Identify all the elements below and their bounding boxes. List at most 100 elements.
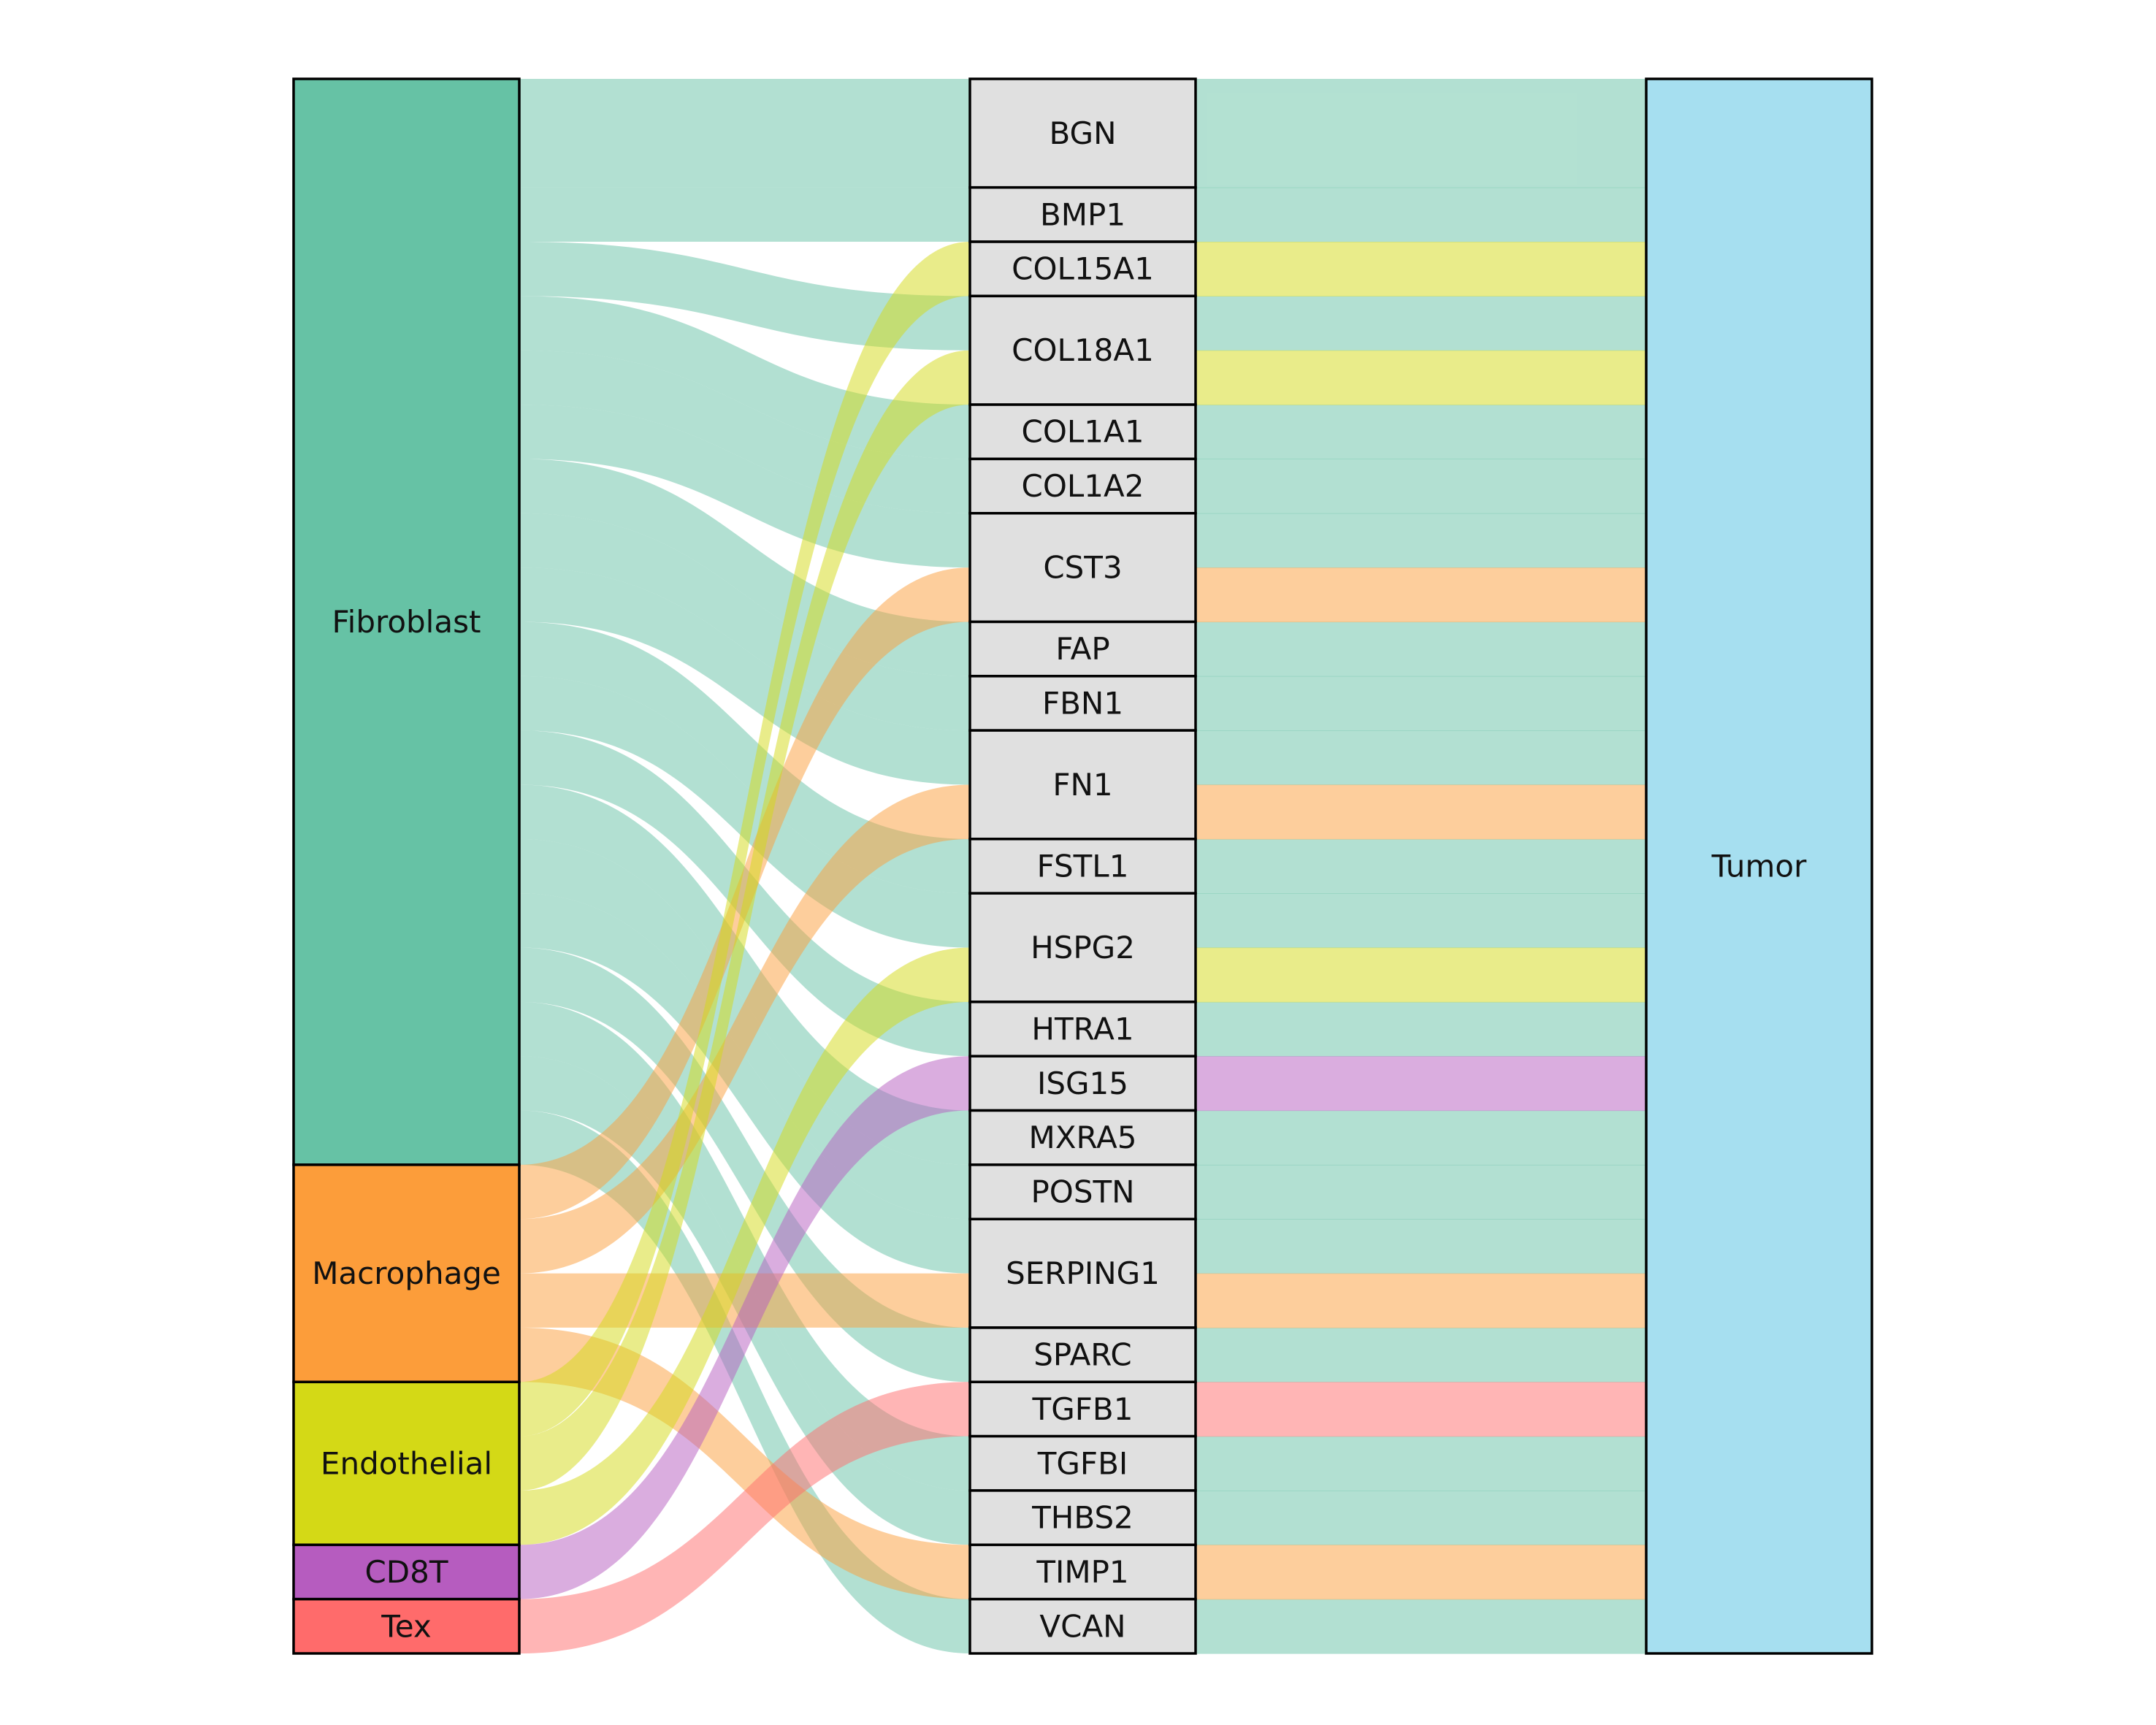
- node-tex-label: Tex: [381, 1608, 431, 1644]
- flow-col18a1-tumor-fibroblast: [1196, 296, 1646, 351]
- node-postn-box: [968, 1163, 1197, 1220]
- flow-fibroblast-vcan: [519, 1110, 970, 1653]
- flow-tex-tgfb1: [519, 1382, 970, 1653]
- flow-postn-tumor-fibroblast: [1196, 1164, 1646, 1220]
- node-col1a2-label: COL1A2: [1022, 468, 1144, 504]
- node-fap-label: FAP: [1055, 631, 1109, 667]
- node-timp1-label: TIMP1: [1036, 1554, 1128, 1590]
- node-fstl1: FSTL1: [968, 838, 1197, 895]
- node-hspg2-box: [968, 892, 1197, 1003]
- node-thbs2: THBS2: [968, 1489, 1197, 1547]
- node-tumor-label: Tumor: [1711, 849, 1808, 884]
- node-col18a1-box: [968, 294, 1197, 406]
- node-cd8t-box: [292, 1543, 521, 1601]
- flow-serping1-tumor-fibroblast: [1196, 1219, 1646, 1274]
- node-col1a1-box: [968, 403, 1197, 461]
- flow-cst3-tumor-fibroblast: [1196, 513, 1646, 568]
- node-fstl1-label: FSTL1: [1037, 849, 1129, 884]
- node-vcan-label: VCAN: [1039, 1608, 1125, 1644]
- flow-macrophage-fn1: [519, 784, 970, 1274]
- node-hspg2-label: HSPG2: [1031, 930, 1135, 965]
- flow-htra1-tumor-fibroblast: [1196, 1001, 1646, 1057]
- flow-thbs2-tumor-fibroblast: [1196, 1490, 1646, 1545]
- node-isg15: ISG15: [968, 1055, 1197, 1112]
- node-fbn1-box: [968, 675, 1197, 732]
- flow-isg15-tumor-cd8t: [1196, 1056, 1646, 1112]
- node-col18a1-label: COL18A1: [1012, 332, 1154, 368]
- flow-fibroblast-mxra5: [519, 784, 970, 1165]
- node-col1a2: COL1A2: [968, 457, 1197, 515]
- flow-endothelial-hspg2: [519, 947, 970, 1545]
- flow-vcan-tumor-fibroblast: [1196, 1599, 1646, 1654]
- node-mxra5-label: MXRA5: [1029, 1120, 1137, 1155]
- flow-serping1-tumor-macrophage: [1196, 1273, 1646, 1328]
- flow-fn1-tumor-macrophage: [1196, 784, 1646, 840]
- flow-bmp1-tumor-fibroblast: [1196, 187, 1646, 242]
- node-tgfb1-label: TGFB1: [1032, 1391, 1134, 1427]
- node-cd8t-label: CD8T: [364, 1554, 448, 1590]
- node-col15a1-label: COL15A1: [1012, 251, 1154, 287]
- node-fap: FAP: [968, 620, 1197, 678]
- flow-endothelial-col18a1: [519, 350, 970, 1491]
- flow-macrophage-cst3: [519, 567, 970, 1220]
- node-tumor: Tumor: [1645, 77, 1873, 1655]
- nodes: Fibroblast Macrophage Endothelial CD8T Tex BG…: [292, 77, 1873, 1655]
- node-bmp1-label: BMP1: [1040, 196, 1125, 232]
- node-fibroblast-label: Fibroblast: [332, 604, 481, 640]
- node-fbn1: FBN1: [968, 675, 1197, 732]
- flows-source-to-gene: [519, 79, 970, 1653]
- node-tex-box: [292, 1597, 521, 1655]
- node-tgfb1: TGFB1: [968, 1380, 1197, 1438]
- node-timp1: TIMP1: [968, 1543, 1197, 1601]
- flow-bgn-tumor-fibroblast: [1196, 79, 1646, 188]
- node-bmp1-box: [968, 185, 1197, 243]
- flow-endothelial-col15a1: [519, 242, 970, 1437]
- flow-sparc-tumor-fibroblast: [1196, 1327, 1646, 1382]
- node-cst3-label: CST3: [1043, 550, 1122, 586]
- flow-fibroblast-sparc: [519, 947, 970, 1382]
- flow-fibroblast-fap: [519, 459, 970, 676]
- node-mxra5: MXRA5: [968, 1109, 1197, 1166]
- node-isg15-box: [968, 1055, 1197, 1112]
- flow-fn1-tumor-fibroblast: [1196, 730, 1646, 786]
- flow-fibroblast-fstl1: [519, 621, 970, 894]
- node-bgn: BGN: [968, 77, 1197, 189]
- flow-fibroblast-bgn: [519, 79, 970, 188]
- node-htra1: HTRA1: [968, 1001, 1197, 1057]
- node-thbs2-box: [968, 1489, 1197, 1547]
- node-col18a1: COL18A1: [968, 294, 1197, 406]
- node-fn1-box: [968, 729, 1197, 841]
- flow-macrophage-timp1: [519, 1327, 970, 1599]
- node-postn: POSTN: [968, 1163, 1197, 1220]
- node-vcan: VCAN: [968, 1597, 1197, 1655]
- flow-col15a1-tumor-endothelial: [1196, 242, 1646, 297]
- flow-cst3-tumor-macrophage: [1196, 567, 1646, 623]
- flow-col1a1-tumor-fibroblast: [1196, 405, 1646, 460]
- node-macrophage: Macrophage: [292, 1163, 521, 1384]
- node-bgn-label: BGN: [1049, 115, 1116, 151]
- node-vcan-box: [968, 1597, 1197, 1655]
- flow-tgfbi-tumor-fibroblast: [1196, 1436, 1646, 1491]
- node-bgn-box: [968, 77, 1197, 189]
- node-serping1: SERPING1: [968, 1217, 1197, 1329]
- flow-fibroblast-bmp1: [519, 187, 970, 242]
- node-sparc-label: SPARC: [1033, 1337, 1131, 1373]
- node-tex: Tex: [292, 1597, 521, 1655]
- flow-fibroblast-col1a1: [519, 296, 970, 459]
- flow-mxra5-tumor-fibroblast: [1196, 1110, 1646, 1166]
- node-sparc: SPARC: [968, 1326, 1197, 1384]
- flow-col1a2-tumor-fibroblast: [1196, 459, 1646, 514]
- node-isg15-label: ISG15: [1037, 1066, 1128, 1101]
- node-endothelial: Endothelial: [292, 1380, 521, 1547]
- flow-fbn1-tumor-fibroblast: [1196, 676, 1646, 731]
- node-col1a1: COL1A1: [968, 403, 1197, 461]
- node-sparc-box: [968, 1326, 1197, 1384]
- node-bmp1: BMP1: [968, 185, 1197, 243]
- node-cd8t: CD8T: [292, 1543, 521, 1601]
- node-timp1-box: [968, 1543, 1197, 1601]
- flow-tgfb1-tumor-tex: [1196, 1382, 1646, 1437]
- node-serping1-label: SERPING1: [1006, 1255, 1160, 1291]
- flow-fstl1-tumor-fibroblast: [1196, 838, 1646, 894]
- flow-col18a1-tumor-endothelial: [1196, 350, 1646, 405]
